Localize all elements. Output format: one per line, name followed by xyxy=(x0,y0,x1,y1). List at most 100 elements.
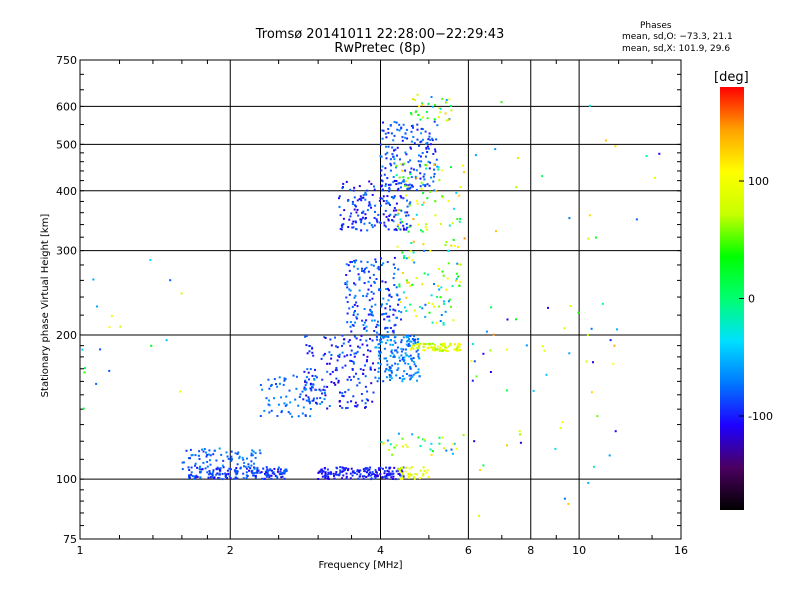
data-point xyxy=(398,356,401,359)
data-point xyxy=(494,148,497,151)
data-point xyxy=(393,339,396,342)
data-point xyxy=(378,333,381,336)
data-point xyxy=(201,468,204,471)
data-point xyxy=(348,293,351,296)
data-point xyxy=(187,466,190,469)
data-point xyxy=(405,296,408,299)
data-point xyxy=(417,355,420,358)
data-point xyxy=(397,227,400,230)
data-point xyxy=(243,461,246,464)
data-point xyxy=(414,372,417,375)
data-point xyxy=(366,344,369,347)
data-point xyxy=(377,320,379,323)
data-point xyxy=(431,139,434,142)
data-point xyxy=(355,221,357,224)
data-point xyxy=(411,433,414,436)
data-point xyxy=(386,469,389,472)
data-point xyxy=(490,306,493,309)
data-point xyxy=(400,196,403,199)
data-point xyxy=(368,222,371,224)
data-point xyxy=(341,470,344,473)
x-tick-label: 4 xyxy=(377,544,384,557)
data-point xyxy=(412,342,415,345)
data-point xyxy=(395,183,398,186)
data-point xyxy=(406,184,409,187)
data-point xyxy=(422,201,425,204)
data-point xyxy=(362,468,365,471)
data-point xyxy=(384,132,387,135)
data-point xyxy=(425,167,427,170)
data-point xyxy=(361,270,363,272)
data-point xyxy=(218,477,221,479)
data-point xyxy=(390,164,393,167)
data-point xyxy=(400,311,403,314)
data-point xyxy=(218,469,221,472)
data-point xyxy=(353,472,356,474)
data-point xyxy=(402,473,404,476)
data-point xyxy=(408,203,411,206)
data-point xyxy=(427,302,430,304)
data-point xyxy=(441,270,444,273)
data-point xyxy=(283,471,286,474)
data-point xyxy=(392,176,395,178)
data-point xyxy=(212,469,215,472)
data-point xyxy=(390,132,393,135)
data-point xyxy=(438,442,441,445)
data-point xyxy=(327,476,330,478)
data-point xyxy=(403,356,406,359)
data-point xyxy=(450,104,452,107)
data-point xyxy=(601,302,604,305)
data-point xyxy=(396,128,399,131)
data-point xyxy=(475,375,478,378)
data-point xyxy=(372,472,375,475)
data-point xyxy=(221,478,224,481)
data-point xyxy=(410,176,413,179)
data-point xyxy=(419,469,422,472)
data-point xyxy=(418,163,421,166)
data-point xyxy=(567,503,570,505)
data-point xyxy=(385,376,388,379)
data-point xyxy=(345,263,348,266)
data-point xyxy=(365,467,368,470)
data-point xyxy=(321,470,324,473)
data-point xyxy=(389,162,392,165)
data-point xyxy=(382,442,385,445)
data-point xyxy=(422,466,425,469)
data-point xyxy=(224,475,227,478)
data-point xyxy=(459,263,462,266)
data-point xyxy=(245,467,248,470)
data-point xyxy=(403,370,406,373)
data-point xyxy=(384,281,387,284)
data-point xyxy=(297,415,300,418)
data-point xyxy=(322,388,325,391)
data-point xyxy=(395,444,398,447)
data-point xyxy=(309,387,312,390)
data-point xyxy=(457,246,459,248)
data-point xyxy=(398,129,401,132)
data-point xyxy=(350,330,353,333)
data-point xyxy=(360,393,363,395)
data-point xyxy=(446,277,449,280)
data-point xyxy=(433,305,436,308)
data-point xyxy=(285,469,288,472)
data-point xyxy=(421,102,424,105)
data-point xyxy=(365,295,368,298)
data-point xyxy=(440,349,443,352)
data-point xyxy=(409,250,412,253)
data-point xyxy=(254,452,257,455)
data-point xyxy=(337,379,340,382)
data-point xyxy=(215,473,218,476)
data-point xyxy=(257,469,259,472)
data-point xyxy=(259,384,262,386)
data-point xyxy=(400,318,402,321)
data-point xyxy=(396,225,399,228)
data-point xyxy=(422,343,425,346)
data-point xyxy=(614,430,617,433)
data-point xyxy=(364,193,367,196)
data-point xyxy=(386,473,389,476)
data-point xyxy=(422,472,425,475)
data-point xyxy=(360,221,363,224)
data-point xyxy=(324,473,327,476)
data-point xyxy=(282,383,285,386)
data-point xyxy=(445,449,448,452)
